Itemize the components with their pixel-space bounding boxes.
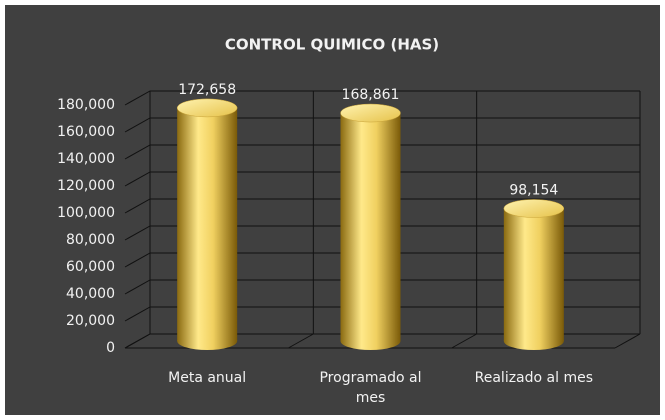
grid-line (124, 198, 640, 214)
y-tick-label: 20,000 (66, 313, 115, 329)
bar-top (176, 98, 238, 118)
y-tick-label: 80,000 (66, 232, 115, 248)
bar (340, 113, 401, 341)
bar (177, 107, 238, 341)
grid-line (124, 144, 640, 160)
bar-top (503, 199, 565, 218)
y-tick-label: 160,000 (57, 124, 115, 140)
y-tick-label: 140,000 (57, 151, 115, 167)
y-tick-label: 120,000 (57, 178, 115, 194)
data-label: 168,861 (342, 87, 400, 103)
grid-line (124, 306, 640, 322)
data-label: 172,658 (178, 82, 236, 98)
x-tick-label: Realizado al mes (474, 370, 594, 386)
floor-line (614, 333, 641, 349)
grid-line (124, 117, 640, 133)
y-tick-label: 60,000 (66, 259, 115, 275)
bar-top (340, 103, 401, 123)
x-tick-label: Meta anual (168, 370, 247, 386)
plot: 0 20,000 40,000 60,000 80,000 100,000 120,000 1… (57, 82, 641, 356)
y-tick-label: 180,000 (57, 97, 115, 113)
data-label: 98,154 (509, 182, 558, 198)
grid-line (124, 252, 640, 268)
y-tick-label: 100,000 (57, 205, 115, 221)
y-tick-label: 40,000 (66, 286, 115, 302)
floor-line (288, 333, 314, 349)
floor-line (451, 333, 477, 349)
grid-line (124, 225, 640, 241)
chart-title: CONTROL QUIMICO (HAS) (225, 36, 439, 54)
grid-line (124, 333, 640, 349)
grid-line (124, 90, 640, 106)
grid-line (124, 279, 640, 295)
bar (503, 208, 564, 341)
grid-line (124, 171, 640, 187)
x-tick-label: Programado al mes (319, 370, 422, 406)
y-tick-label: 0 (106, 340, 115, 356)
